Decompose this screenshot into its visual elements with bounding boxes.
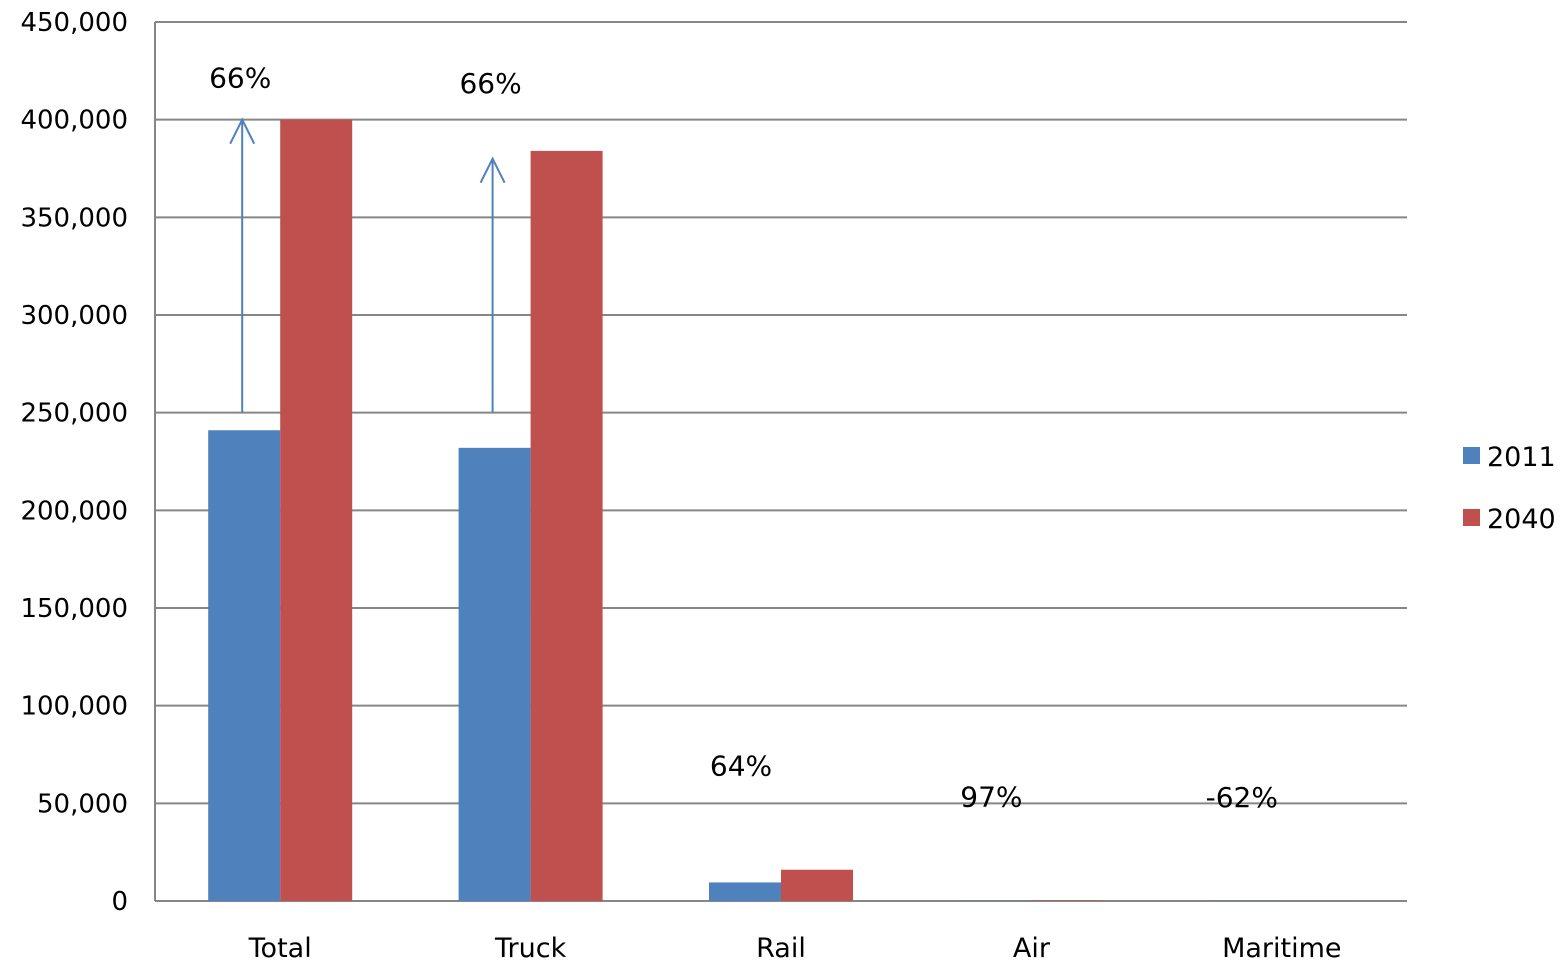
y-tick-label: 0 [111,887,128,917]
bar-2040-total [280,119,353,901]
x-category-label: Rail [756,933,806,964]
bar-2011-truck [458,447,531,901]
y-tick-label: 100,000 [20,692,128,722]
percent-change-labels: 66% 66% 64% 97% -62% [209,62,1278,814]
bar-2011-rail [709,882,781,901]
legend-label-2011: 2011 [1487,442,1556,473]
legend-label-2040: 2040 [1487,504,1556,535]
y-tick-label: 400,000 [20,106,128,136]
legend-swatch-2040 [1463,509,1480,526]
y-tick-label: 50,000 [37,789,128,819]
x-category-label: Air [1013,933,1051,964]
bar-2040-rail [781,869,853,901]
percent-change-label-truck: 66% [459,67,521,100]
x-category-label: Truck [494,933,567,964]
y-tick-label: 300,000 [20,301,128,331]
percent-change-label-maritime: -62% [1206,781,1278,814]
growth-arrow-head-total [229,117,256,145]
bar-2011-total [208,430,281,901]
growth-arrows [229,117,506,413]
y-tick-label: 350,000 [20,203,128,233]
y-axis-tick-labels: 0 50,000 100,000 150,000 200,000 250,000 300,0… [20,8,128,917]
y-tick-label: 150,000 [20,594,128,624]
percent-change-label-air: 97% [960,780,1022,813]
x-category-label: Total [248,933,312,964]
bar-2040-truck [530,150,603,902]
percent-change-label-rail: 64% [710,750,772,783]
y-tick-label: 250,000 [20,399,128,429]
gridlines [154,21,1407,902]
x-axis-category-labels: Total Truck Rail Air Maritime [248,933,1342,964]
percent-change-label-total: 66% [209,62,271,95]
y-tick-label: 200,000 [20,496,128,526]
x-category-label: Maritime [1222,933,1341,964]
legend-swatch-2011 [1463,447,1480,464]
legend: 2011 2040 [1463,442,1556,535]
bar-2040-air [1031,900,1104,901]
growth-arrow-head-truck [479,156,506,184]
bars [208,119,1354,902]
y-tick-label: 450,000 [20,8,128,38]
